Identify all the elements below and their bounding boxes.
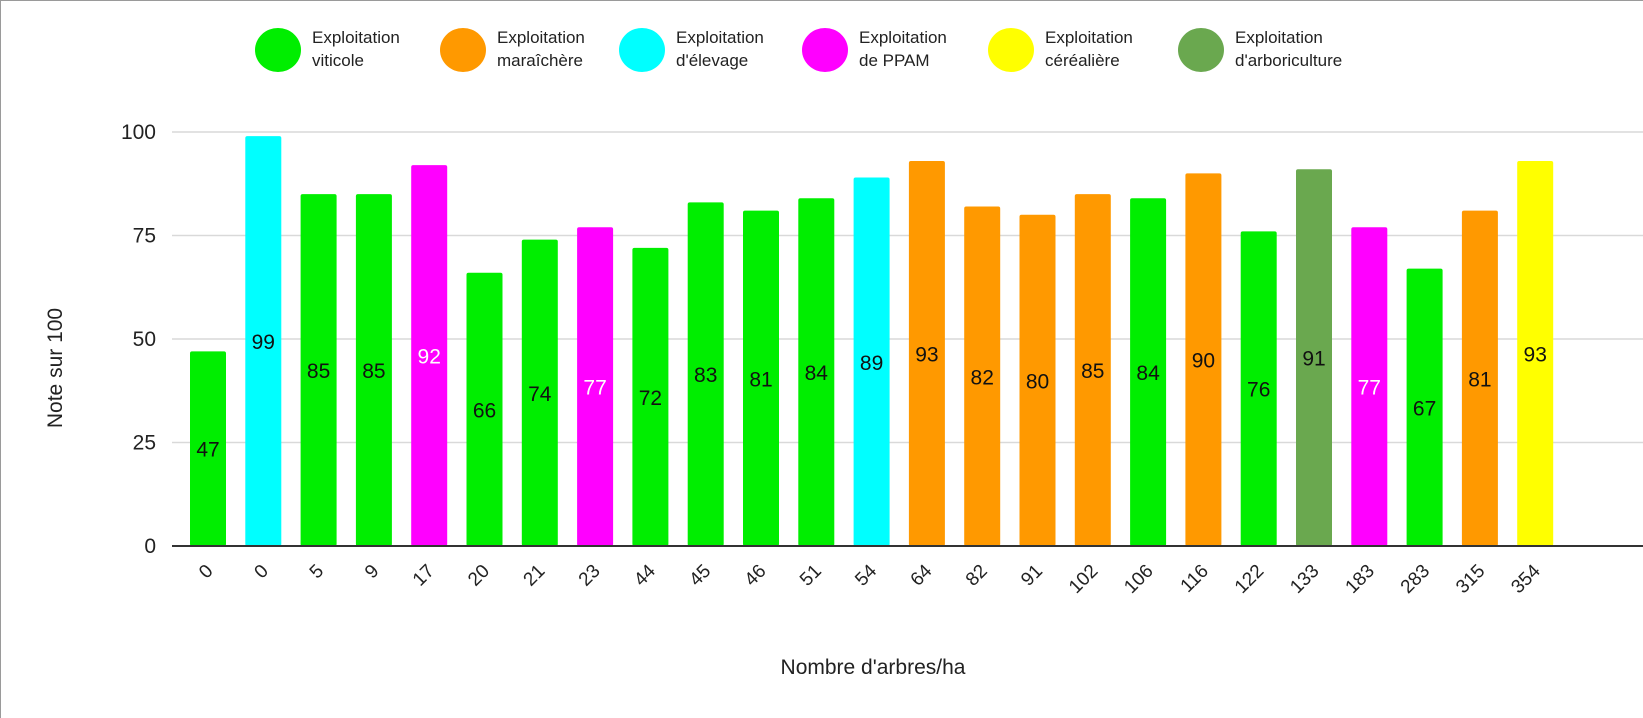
- x-tick-label: 46: [741, 561, 771, 591]
- x-tick-label: 133: [1286, 561, 1323, 598]
- data-label: 85: [1081, 360, 1104, 383]
- bar: [355, 194, 392, 546]
- legend-label-cerealiere: Exploitation céréalière: [1045, 28, 1133, 70]
- data-label: 89: [860, 352, 883, 375]
- bar: [964, 206, 1001, 546]
- data-label: 82: [971, 366, 994, 389]
- bar: [908, 160, 945, 547]
- data-label: 84: [1136, 362, 1160, 385]
- x-tick-label: 54: [851, 560, 881, 590]
- x-tick-label: 21: [520, 561, 550, 591]
- data-label: 85: [307, 360, 330, 383]
- x-tick-label: 51: [796, 561, 826, 591]
- x-tick-label: 102: [1065, 561, 1102, 598]
- bar: [853, 177, 890, 547]
- data-label: 77: [1358, 377, 1381, 400]
- data-label: 80: [1026, 370, 1049, 393]
- bar: [300, 194, 337, 546]
- x-tick-label: 9: [361, 561, 383, 583]
- x-tick-label: 44: [630, 560, 660, 590]
- bar: [466, 272, 503, 546]
- bar: [1351, 227, 1388, 546]
- data-label: 67: [1413, 397, 1436, 420]
- legend-label-arboriculture: Exploitation d'arboriculture: [1235, 28, 1343, 70]
- legend-label-maraichere: Exploitation maraîchère: [497, 28, 585, 70]
- x-tick-label: 82: [962, 561, 992, 591]
- bar: [411, 165, 448, 546]
- bar: [1517, 160, 1554, 547]
- x-tick-label: 106: [1120, 561, 1157, 598]
- data-label: 81: [749, 368, 772, 391]
- data-label: 66: [473, 399, 496, 422]
- bar: [1240, 231, 1277, 547]
- x-tick-label: 0: [251, 561, 273, 583]
- x-tick-label: 354: [1507, 560, 1545, 598]
- y-tick-label: 0: [144, 535, 156, 558]
- x-tick-label: 20: [464, 561, 494, 591]
- bar: [577, 227, 614, 546]
- x-tick-label: 17: [409, 561, 439, 591]
- legend-swatch-elevage: [619, 28, 665, 72]
- bar: [1074, 194, 1111, 546]
- x-tick-label: 116: [1177, 561, 1213, 597]
- bar: [190, 351, 226, 546]
- x-axis-title: Nombre d'arbres/ha: [781, 656, 966, 679]
- legend-label-ppam: Exploitation de PPAM: [859, 28, 947, 70]
- bar: [1296, 169, 1332, 546]
- x-tick-label: 23: [575, 561, 605, 591]
- bar: [687, 202, 724, 546]
- data-label: 99: [252, 331, 275, 354]
- bar: [1130, 198, 1167, 547]
- bar: [1406, 268, 1443, 546]
- y-tick-label: 100: [121, 121, 156, 144]
- bar: [245, 136, 282, 546]
- bar: [743, 210, 779, 546]
- data-label: 93: [915, 343, 938, 366]
- bar: [1461, 210, 1498, 546]
- y-tick-label: 75: [133, 225, 156, 248]
- data-label: 81: [1468, 368, 1491, 391]
- data-label: 84: [805, 362, 829, 385]
- legend-label-elevage: Exploitation d'élevage: [676, 28, 764, 70]
- data-label: 47: [196, 439, 219, 462]
- x-tick-label: 183: [1342, 561, 1379, 598]
- x-tick-label: 283: [1397, 561, 1434, 598]
- legend-swatch-cerealiere: [988, 28, 1034, 72]
- bar: [798, 198, 835, 547]
- data-label: 90: [1192, 350, 1215, 373]
- x-tick-label: 315: [1452, 561, 1489, 598]
- legend-swatch-arboriculture: [1178, 28, 1224, 72]
- bar: [632, 247, 669, 547]
- data-label: 83: [694, 364, 717, 387]
- y-tick-label: 25: [133, 432, 156, 455]
- x-tick-label: 122: [1231, 561, 1268, 598]
- data-label: 92: [418, 346, 441, 369]
- data-label: 91: [1302, 348, 1325, 371]
- x-tick-label: 64: [907, 560, 937, 590]
- data-label: 77: [583, 377, 606, 400]
- legend-swatch-maraichere: [440, 28, 486, 72]
- legend-label-viticole: Exploitation viticole: [312, 28, 400, 70]
- x-tick-label: 0: [195, 561, 217, 583]
- legend-swatch-ppam: [802, 28, 848, 72]
- data-label: 74: [528, 383, 552, 406]
- data-label: 76: [1247, 379, 1270, 402]
- x-tick-label: 45: [685, 561, 715, 591]
- data-label: 85: [362, 360, 385, 383]
- y-tick-label: 50: [133, 328, 156, 351]
- data-label: 72: [639, 387, 662, 410]
- bar: [1185, 173, 1222, 546]
- bar: [1019, 214, 1056, 547]
- y-axis-title: Note sur 100: [44, 308, 67, 428]
- legend-swatch-viticole: [255, 28, 301, 72]
- data-label: 93: [1524, 343, 1547, 366]
- bar: [521, 239, 558, 546]
- x-tick-label: 91: [1017, 561, 1047, 591]
- x-tick-label: 5: [306, 561, 328, 583]
